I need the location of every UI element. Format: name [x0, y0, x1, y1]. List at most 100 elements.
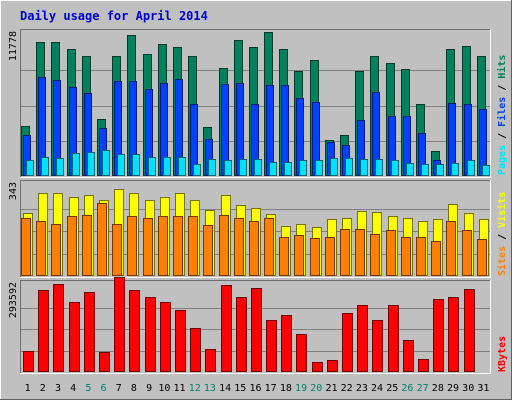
bar-pages-day-14	[224, 160, 232, 176]
bar-kbytes-day-17	[266, 320, 277, 372]
x-tick-label-day-1: 1	[25, 383, 31, 394]
bar-sites-day-6	[97, 203, 107, 276]
bar-pages-day-13	[208, 159, 216, 176]
legend-item: /	[497, 79, 508, 97]
bar-kbytes-day-13	[205, 349, 216, 372]
bar-sites-day-27	[416, 237, 426, 276]
bar-kbytes-day-11	[175, 310, 186, 372]
bar-pages-day-6	[102, 150, 110, 176]
bar-pages-day-27	[421, 164, 429, 176]
bar-kbytes-day-1	[23, 351, 34, 372]
bar-sites-day-2	[36, 221, 46, 276]
bar-sites-day-15	[234, 218, 244, 276]
bar-sites-day-9	[143, 218, 153, 276]
bar-pages-day-5	[87, 152, 95, 176]
bar-pages-day-7	[117, 154, 125, 176]
legend-item: Sites	[496, 246, 508, 276]
legend-item: /	[497, 228, 508, 246]
bar-pages-day-12	[193, 164, 201, 176]
panel-legend: Sites / Visits	[496, 192, 508, 276]
bar-sites-day-21	[325, 237, 335, 276]
bar-sites-day-7	[112, 224, 122, 276]
bar-sites-day-23	[355, 229, 365, 276]
x-tick-label-day-3: 3	[55, 383, 61, 394]
bar-sites-day-5	[82, 215, 92, 276]
x-tick-label-day-26: 26	[401, 383, 413, 394]
bar-sites-day-10	[158, 216, 168, 276]
x-tick-label-day-8: 8	[131, 383, 137, 394]
bar-pages-day-4	[72, 153, 80, 176]
x-tick-label-day-31: 31	[477, 383, 489, 394]
x-tick-label-day-19: 19	[295, 383, 307, 394]
bar-kbytes-day-6	[99, 352, 110, 372]
bar-kbytes-day-8	[129, 290, 140, 372]
bar-sites-day-25	[386, 230, 396, 276]
bar-pages-day-29	[451, 163, 459, 176]
bar-kbytes-day-27	[418, 359, 429, 372]
bar-sites-day-30	[462, 230, 472, 276]
bar-pages-day-21	[330, 158, 338, 176]
bar-pages-day-15	[239, 159, 247, 176]
bar-pages-day-10	[163, 157, 171, 176]
bar-sites-day-12	[188, 216, 198, 276]
bar-kbytes-day-10	[160, 302, 171, 372]
legend-item: /	[497, 127, 508, 145]
bar-pages-day-28	[436, 164, 444, 176]
bar-kbytes-day-5	[84, 292, 95, 372]
panel-legend: Pages / Files / Hits	[496, 55, 508, 175]
bar-kbytes-day-7	[114, 277, 125, 372]
bar-kbytes-day-14	[221, 285, 232, 372]
bar-kbytes-day-4	[69, 302, 80, 372]
x-tick-label-day-27: 27	[417, 383, 429, 394]
bar-sites-day-26	[401, 237, 411, 276]
x-tick-label-day-15: 15	[234, 383, 246, 394]
bar-pages-day-9	[148, 157, 156, 176]
x-tick-label-day-6: 6	[101, 383, 107, 394]
bar-pages-day-3	[56, 158, 64, 176]
bar-kbytes-day-12	[190, 328, 201, 372]
legend-item: Hits	[496, 55, 508, 79]
bar-kbytes-day-19	[296, 334, 307, 372]
bar-sites-day-17	[264, 218, 274, 276]
bar-kbytes-day-26	[403, 340, 414, 372]
bar-sites-day-24	[370, 234, 380, 276]
kbytes-panel: 293592 KBytes	[8, 277, 508, 374]
x-tick-label-day-23: 23	[356, 383, 368, 394]
bar-sites-day-13	[203, 225, 213, 276]
x-tick-label-day-14: 14	[219, 383, 231, 394]
bar-kbytes-day-28	[433, 299, 444, 372]
bar-sites-day-19	[294, 235, 304, 276]
x-tick-label-day-22: 22	[341, 383, 353, 394]
bar-pages-day-25	[391, 160, 399, 176]
bar-pages-day-31	[482, 165, 490, 176]
bar-kbytes-day-25	[388, 305, 399, 372]
x-tick-label-day-29: 29	[447, 383, 459, 394]
bar-kbytes-day-23	[357, 305, 368, 372]
bar-sites-day-14	[219, 215, 229, 276]
bar-pages-day-1	[26, 160, 34, 176]
bar-pages-day-16	[254, 159, 262, 176]
bar-sites-day-1	[21, 218, 31, 276]
x-tick-label-day-12: 12	[189, 383, 201, 394]
panel-legend: KBytes	[497, 336, 508, 372]
x-tick-label-day-10: 10	[158, 383, 170, 394]
bar-kbytes-day-20	[312, 362, 323, 372]
legend-item: KBytes	[497, 336, 508, 372]
sites-visits-panel: 343 Sites / Visits	[8, 180, 508, 278]
bar-sites-day-4	[67, 216, 77, 276]
bar-sites-day-8	[127, 216, 137, 276]
bar-pages-day-8	[132, 154, 140, 176]
bar-kbytes-day-15	[236, 297, 247, 372]
bar-sites-day-28	[431, 241, 441, 276]
bar-kbytes-day-16	[251, 288, 262, 372]
bar-pages-day-17	[269, 162, 277, 176]
bar-pages-day-18	[284, 162, 292, 176]
bar-pages-day-30	[467, 160, 475, 176]
panel-max-label: 293592	[8, 282, 19, 318]
x-tick-label-day-2: 2	[40, 383, 46, 394]
bar-pages-day-2	[41, 157, 49, 176]
bar-sites-day-3	[51, 224, 61, 276]
bar-kbytes-day-21	[327, 360, 338, 372]
